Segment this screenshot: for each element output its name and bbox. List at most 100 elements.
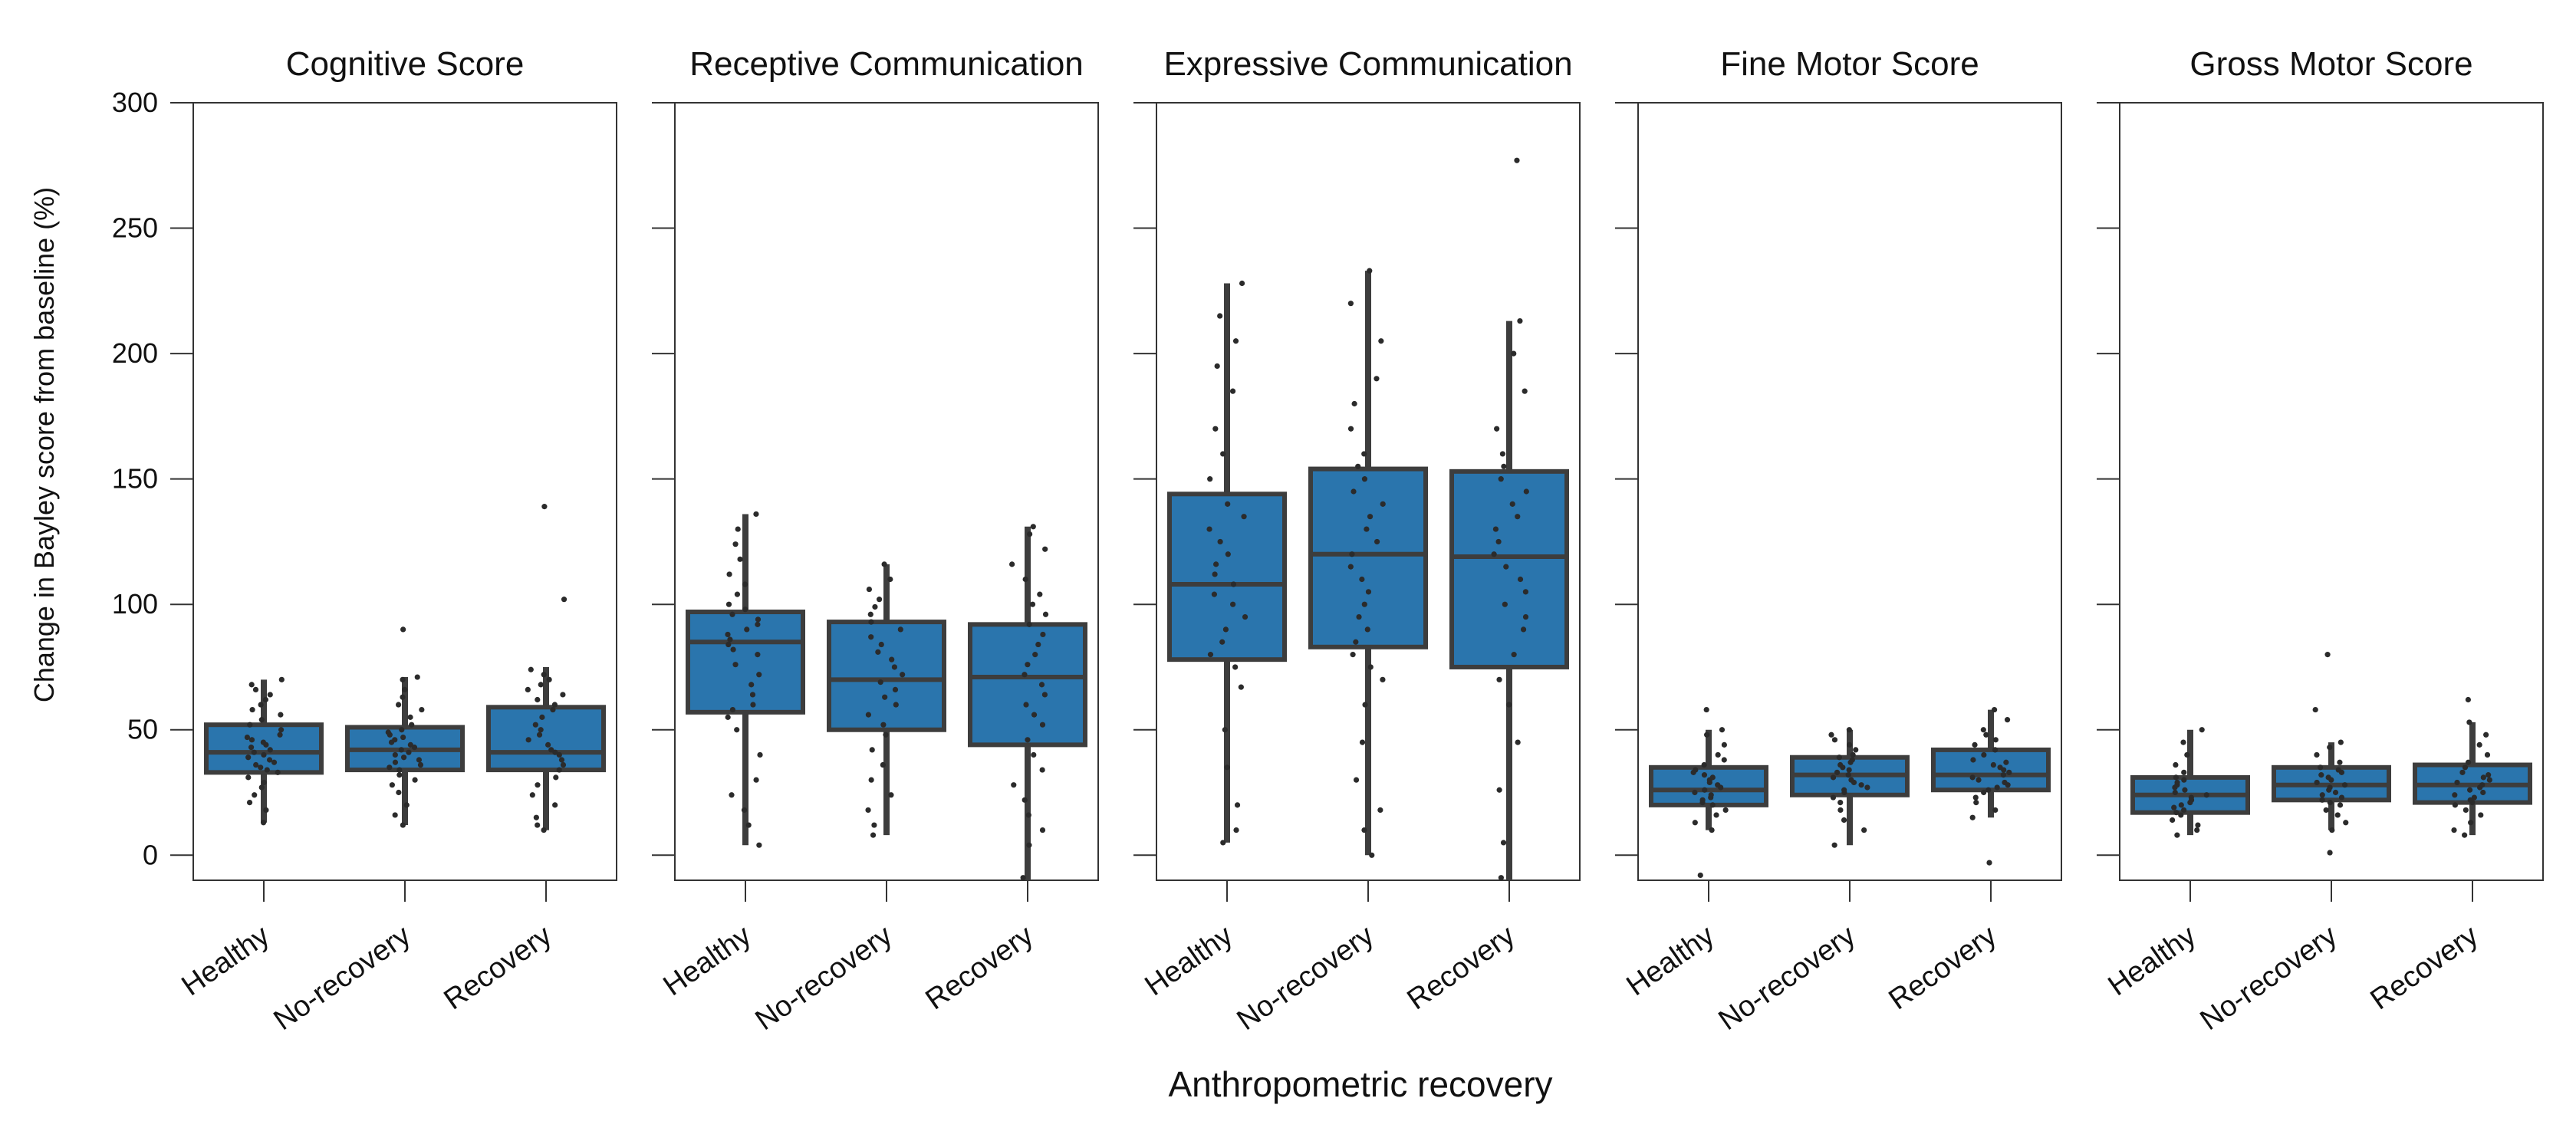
- data-point: [1212, 571, 1218, 577]
- data-point: [742, 581, 748, 587]
- data-point: [2181, 807, 2187, 814]
- data-point: [1380, 676, 1386, 682]
- data-point: [1969, 814, 1976, 820]
- data-point: [1969, 774, 1976, 781]
- data-point: [1831, 737, 1838, 743]
- data-point: [1522, 613, 1529, 620]
- data-point: [1035, 641, 1041, 648]
- box-iqr: [204, 722, 324, 775]
- y-tick-label: 200: [112, 337, 158, 369]
- data-point: [406, 749, 412, 755]
- data-point: [1347, 301, 1354, 307]
- data-point: [1023, 702, 1029, 708]
- data-point: [2465, 759, 2472, 765]
- data-point: [2006, 769, 2012, 775]
- data-point: [2203, 792, 2209, 798]
- data-point: [1230, 581, 1237, 587]
- data-point: [868, 619, 874, 625]
- data-point: [1509, 501, 1515, 507]
- data-point: [1374, 538, 1380, 545]
- data-point: [1830, 774, 1837, 781]
- data-point: [1224, 764, 1230, 771]
- box-iqr: [1167, 492, 1287, 662]
- data-point: [1841, 787, 1847, 793]
- data-point: [1701, 761, 1707, 768]
- data-point: [1038, 682, 1045, 688]
- data-point: [2182, 787, 2188, 793]
- data-point: [1364, 526, 1370, 532]
- data-point: [1841, 817, 1847, 824]
- x-tick-label: No-recovery: [1713, 919, 1862, 1037]
- y-tick-label: 250: [112, 212, 158, 244]
- data-point: [1861, 827, 1867, 833]
- data-point: [725, 641, 732, 648]
- data-point: [2452, 802, 2458, 808]
- data-point: [745, 822, 752, 828]
- data-point: [1039, 722, 1046, 728]
- data-point: [729, 706, 736, 713]
- data-point: [881, 561, 887, 567]
- data-point: [1520, 626, 1527, 633]
- data-point: [560, 692, 566, 698]
- data-point: [750, 702, 756, 708]
- data-point: [1511, 652, 1517, 658]
- data-point: [1523, 488, 1529, 495]
- data-point: [725, 714, 731, 720]
- data-point: [392, 751, 398, 758]
- data-point: [2327, 745, 2333, 751]
- panel-title: Fine Motor Score: [1720, 45, 1979, 83]
- data-point: [556, 767, 562, 773]
- data-point: [1229, 388, 1236, 394]
- data-point: [1212, 426, 1219, 432]
- data-point: [2486, 772, 2492, 778]
- x-tick-label: Healthy: [2103, 919, 2203, 1002]
- data-point: [1238, 684, 1244, 690]
- data-point: [535, 822, 541, 828]
- data-point: [400, 694, 406, 700]
- data-point: [2452, 792, 2458, 798]
- data-point: [2312, 706, 2318, 713]
- panel-title: Cognitive Score: [286, 45, 525, 83]
- data-point: [1721, 741, 1727, 748]
- data-point: [1359, 576, 1365, 583]
- x-tick-label: Recovery: [2365, 919, 2485, 1016]
- data-point: [877, 679, 883, 686]
- y-tick-label: 100: [112, 588, 158, 620]
- data-point: [2171, 804, 2177, 810]
- box-iqr: [1308, 466, 1428, 649]
- data-point: [876, 597, 883, 603]
- data-point: [1980, 727, 1986, 733]
- data-point: [729, 611, 735, 617]
- data-point: [1364, 626, 1370, 633]
- data-point: [1022, 672, 1028, 678]
- data-point: [252, 792, 258, 798]
- data-point: [400, 755, 407, 761]
- data-point: [1041, 692, 1048, 698]
- data-point: [1692, 820, 1698, 826]
- data-point: [753, 511, 759, 518]
- data-point: [552, 802, 558, 808]
- data-point: [392, 759, 399, 765]
- data-point: [260, 739, 266, 745]
- data-point: [2479, 782, 2486, 788]
- data-point: [1222, 727, 1228, 733]
- data-point: [1853, 747, 1859, 753]
- data-point: [1213, 561, 1219, 567]
- data-point: [1522, 589, 1529, 595]
- data-point: [1025, 812, 1031, 818]
- data-point: [2468, 820, 2474, 826]
- data-point: [2337, 759, 2343, 765]
- data-point: [1040, 631, 1046, 638]
- y-tick-label: 150: [112, 463, 158, 495]
- data-point: [2332, 789, 2339, 796]
- data-point: [1992, 747, 1999, 753]
- data-point: [1981, 789, 1987, 796]
- data-point: [1495, 538, 1502, 545]
- data-point: [2462, 807, 2469, 814]
- data-point: [732, 541, 739, 547]
- data-point: [1981, 751, 1987, 758]
- data-point: [535, 696, 541, 703]
- data-point: [2174, 832, 2180, 838]
- data-point: [387, 764, 393, 771]
- data-point: [883, 732, 889, 738]
